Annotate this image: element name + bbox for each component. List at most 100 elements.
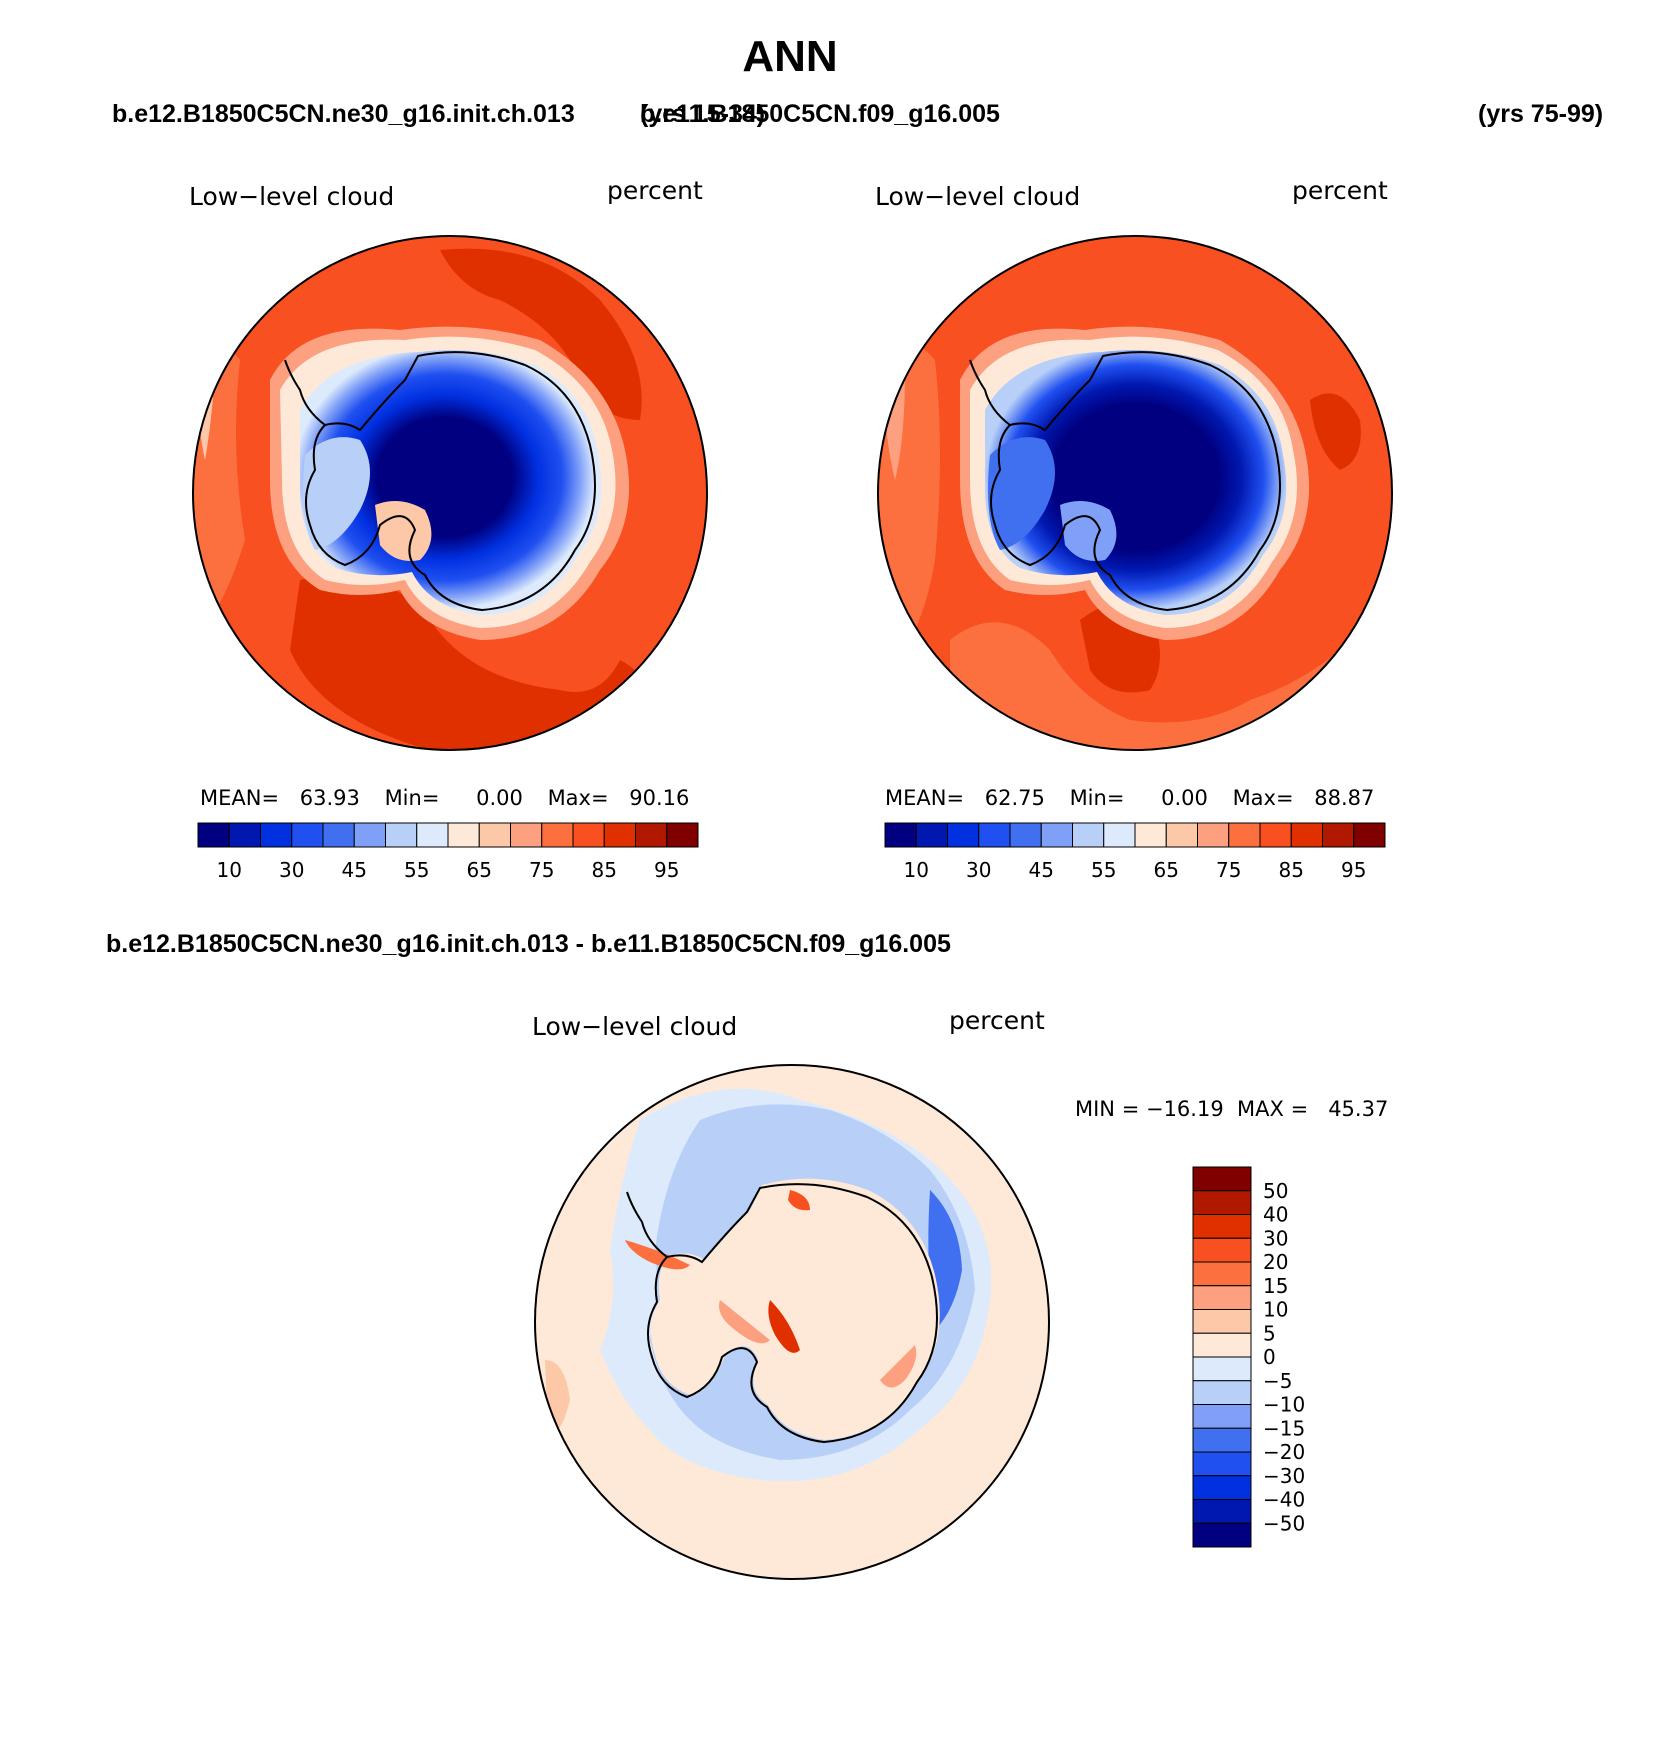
mean-label: MEAN= [885, 786, 965, 810]
colorbar-swatch [978, 822, 1011, 848]
panel-b-units: percent [1292, 176, 1388, 205]
colorbar-label: −20 [1263, 1440, 1305, 1464]
max-value: 88.87 [1314, 786, 1375, 810]
colorbar-swatch [353, 822, 386, 848]
diff-units: percent [949, 1006, 1045, 1035]
colorbar-swatch [947, 822, 980, 848]
colorbar-swatch [478, 822, 511, 848]
diff-variable: Low−level cloud [532, 1012, 738, 1041]
colorbar-swatch [1040, 822, 1073, 848]
colorbar-swatch [1192, 1332, 1252, 1358]
colorbar-swatch [1353, 822, 1386, 848]
panel-a-units: percent [607, 176, 703, 205]
colorbar-swatch [1192, 1261, 1252, 1287]
min-label: Min= [1069, 786, 1125, 810]
peninsula-coastline [969, 359, 1011, 426]
panel-a-map [192, 235, 708, 751]
colorbar-swatch [1192, 1285, 1252, 1310]
colorbar-swatch [197, 822, 230, 848]
colorbar-swatch [1228, 822, 1261, 848]
continent-cloud-field [299, 350, 602, 615]
colorbar-swatch [322, 822, 355, 848]
colorbar-label: 10 [904, 858, 929, 882]
colorbar-swatch [666, 822, 699, 848]
panel-b-variable: Low−level cloud [875, 182, 1081, 211]
colorbar-label: 30 [279, 858, 304, 882]
colorbar-swatch [260, 822, 293, 848]
colorbar-label: 30 [966, 858, 991, 882]
positive-anomaly-streak [768, 1300, 800, 1353]
colorbar-swatch [228, 822, 261, 848]
colorbar-swatch [1192, 1522, 1252, 1548]
colorbar-swatch [1322, 822, 1355, 848]
positive-anomaly-streak [625, 1240, 690, 1270]
colorbar-swatch [1192, 1166, 1252, 1192]
colorbar-label: −15 [1263, 1416, 1305, 1440]
colorbar-swatch [1192, 1380, 1252, 1405]
panel-a-variable: Low−level cloud [189, 182, 395, 211]
peninsula-cloud [302, 437, 370, 550]
continent-cloud-field [984, 350, 1287, 615]
peninsula-coastline [284, 359, 326, 426]
colorbar-swatch [1192, 1404, 1252, 1429]
panel-b-map [877, 235, 1393, 751]
colorbar-label: 95 [1341, 858, 1366, 882]
weddell-cloud [1060, 501, 1117, 561]
mean-value: 62.75 [984, 786, 1045, 810]
continent-anomaly [651, 1178, 940, 1440]
high-cloud-band [440, 248, 642, 420]
colorbar-label: 65 [1154, 858, 1179, 882]
colorbar-label: −10 [1263, 1393, 1305, 1417]
colorbar-swatch [572, 822, 605, 848]
colorbar-label: −30 [1263, 1464, 1305, 1488]
colorbar-swatch [1009, 822, 1042, 848]
colorbar-swatch [541, 822, 574, 848]
colorbar-swatch [1134, 822, 1167, 848]
panel-a-stats: MEAN= 63.93 Min= 0.00 Max= 90.16 [200, 786, 689, 810]
colorbar-swatch [291, 822, 324, 848]
colorbar-swatch [635, 822, 668, 848]
map-boundary [192, 235, 708, 751]
antarctic-coastline [647, 1183, 938, 1444]
colorbar-label: 55 [404, 858, 429, 882]
colorbar-label: 15 [1263, 1274, 1288, 1298]
antarctic-coastline [990, 351, 1281, 612]
colorbar-swatch [1192, 1190, 1252, 1215]
diff-title: b.e12.B1850C5CN.ne30_g16.init.ch.013 - b… [106, 930, 951, 958]
colorbar-swatch [447, 822, 480, 848]
colorbar-label: 0 [1263, 1345, 1276, 1369]
colorbar-label: 45 [1029, 858, 1054, 882]
max-label: Max= [1232, 786, 1294, 810]
colorbar-swatch [1192, 1451, 1252, 1477]
colorbar-swatch [1103, 822, 1136, 848]
diff-stats: MIN = −16.19 MAX = 45.37 [1075, 1097, 1389, 1121]
colorbar-swatch [1165, 822, 1198, 848]
colorbar-swatch [385, 822, 418, 848]
positive-anomaly-streak [880, 1345, 917, 1388]
colorbar-label: 5 [1263, 1321, 1276, 1345]
map-boundary [534, 1064, 1050, 1580]
colorbar-swatch [510, 822, 543, 848]
colorbar-label: 65 [467, 858, 492, 882]
colorbar-label: 85 [1279, 858, 1304, 882]
panel-b-colorbar: 10 30 45 55 65 75 85 95 [884, 822, 1386, 882]
colorbar-swatch [1192, 1237, 1252, 1263]
min-label: Min= [384, 786, 440, 810]
panel-a-colorbar: 10 30 45 55 65 75 85 95 [197, 822, 699, 882]
colorbar-swatch [416, 822, 449, 848]
colorbar-label: 55 [1091, 858, 1116, 882]
colorbar-swatch [915, 822, 948, 848]
colorbar-label: 95 [654, 858, 679, 882]
peninsula-coastline [626, 1191, 668, 1258]
antarctic-coastline [305, 351, 596, 612]
peninsula-cloud [987, 437, 1055, 550]
diff-map [534, 1064, 1050, 1580]
panel-b-stats: MEAN= 62.75 Min= 0.00 Max= 88.87 [885, 786, 1374, 810]
min-value: 0.00 [1161, 786, 1208, 810]
colorbar-label: −5 [1263, 1369, 1292, 1393]
colorbar-swatch [1072, 822, 1105, 848]
colorbar-swatch [603, 822, 636, 848]
colorbar-swatch [1192, 1475, 1252, 1500]
